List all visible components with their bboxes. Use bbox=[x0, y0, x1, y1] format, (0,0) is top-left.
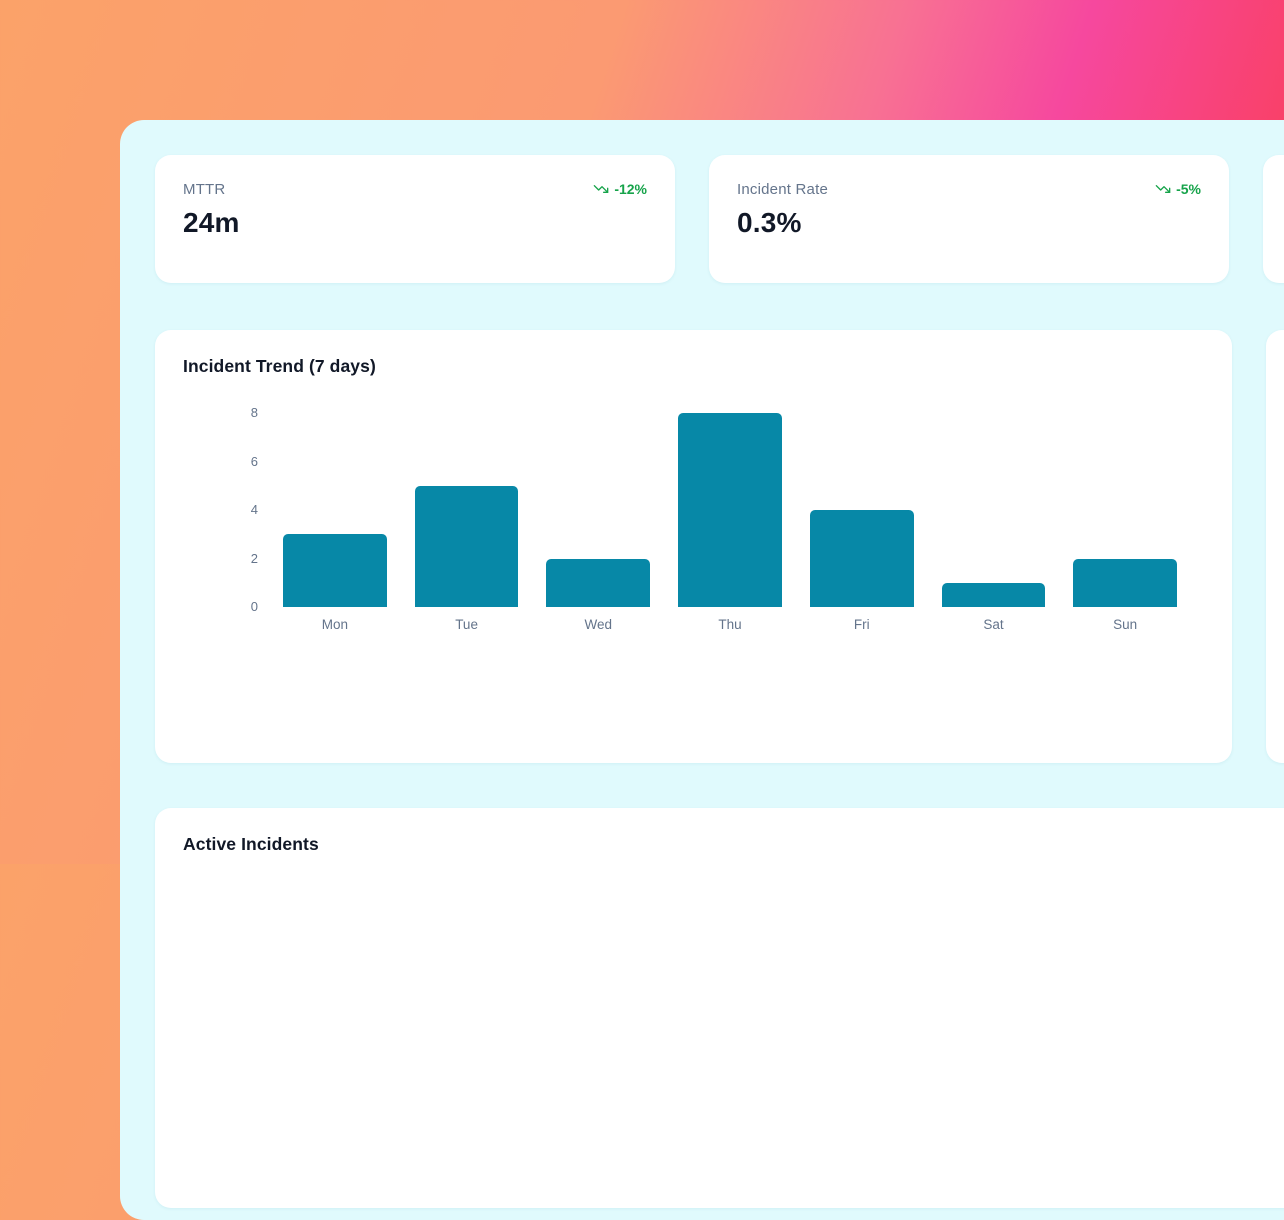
chart-bar-mon[interactable] bbox=[283, 534, 387, 607]
x-tick-label: Thu bbox=[718, 617, 742, 632]
incidents-title: Active Incidents bbox=[183, 834, 319, 854]
kpi-value: 0.3% bbox=[737, 207, 802, 238]
chart-bar-fri[interactable] bbox=[809, 510, 914, 607]
kpi-value: 24m bbox=[183, 207, 240, 238]
x-axis-labels: Mon Tue Wed Thu Fri Sat Sun bbox=[283, 617, 1204, 632]
chart-bar-tue[interactable] bbox=[414, 485, 519, 607]
chart-bar-wed[interactable] bbox=[546, 558, 651, 607]
kpi-trend-value: -5% bbox=[1176, 181, 1201, 197]
x-tick-label: Wed bbox=[584, 617, 613, 632]
kpi-card-mttr: MTTR 24m -12% bbox=[155, 155, 675, 283]
kpi-trend-badge: -5% bbox=[1155, 181, 1201, 197]
trending-down-icon bbox=[593, 181, 609, 197]
chart-title: Incident Trend (7 days) bbox=[183, 356, 376, 376]
bars-area bbox=[283, 413, 1204, 607]
dashboard-panel: MTTR 24m -12% Incident Rate 0.3% -5% I bbox=[120, 120, 1284, 1220]
y-tick-label: 0 bbox=[250, 599, 258, 614]
kpi-trend-value: -12% bbox=[614, 181, 647, 197]
y-axis: 0 2 4 6 8 bbox=[183, 405, 258, 614]
chart-bar-sat[interactable] bbox=[941, 582, 1046, 607]
x-tick-label: Mon bbox=[321, 617, 348, 632]
kpi-trend-badge: -12% bbox=[593, 181, 647, 197]
chart-row: Incident Trend (7 days) 0 2 4 6 8 Mon Tue Wed T… bbox=[155, 330, 1284, 763]
bar-chart: 0 2 4 6 8 Mon Tue Wed Thu Fri Sat Sun bbox=[183, 405, 1204, 632]
x-tick-label: Sun bbox=[1113, 617, 1138, 632]
x-tick-label: Tue bbox=[455, 617, 478, 632]
active-incidents-card: Active Incidents bbox=[155, 808, 1284, 1208]
trending-down-icon bbox=[1155, 181, 1171, 197]
chart-bar-thu[interactable] bbox=[678, 413, 782, 607]
y-tick-label: 2 bbox=[250, 550, 258, 566]
chart-bar-sun[interactable] bbox=[1073, 558, 1178, 607]
kpi-card-partial bbox=[1263, 155, 1284, 283]
kpi-card-incident-rate: Incident Rate 0.3% -5% bbox=[709, 155, 1229, 283]
chart-card-partial bbox=[1266, 330, 1284, 763]
kpi-label: Incident Rate bbox=[737, 181, 828, 198]
y-tick-label: 8 bbox=[250, 405, 258, 420]
x-tick-label: Sat bbox=[983, 617, 1004, 632]
kpi-label: MTTR bbox=[183, 181, 226, 198]
incident-trend-card: Incident Trend (7 days) 0 2 4 6 8 Mon Tue Wed T… bbox=[155, 330, 1232, 763]
y-tick-label: 4 bbox=[250, 502, 258, 517]
kpi-row: MTTR 24m -12% Incident Rate 0.3% -5% bbox=[155, 155, 1284, 283]
y-tick-label: 6 bbox=[250, 453, 258, 469]
x-tick-label: Fri bbox=[853, 617, 870, 632]
